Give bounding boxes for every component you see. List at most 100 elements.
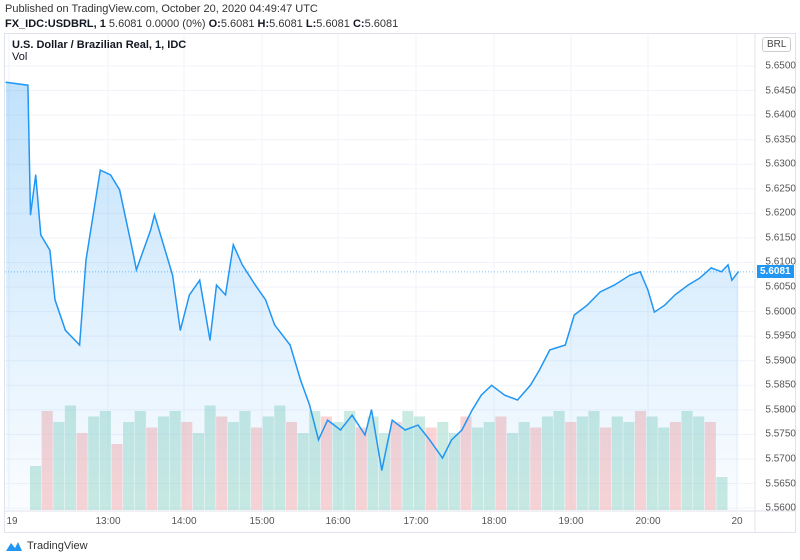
price-area-fill <box>5 82 739 510</box>
price-point <box>429 439 431 441</box>
price-point <box>78 344 81 346</box>
price-point <box>317 439 320 441</box>
price-point <box>153 214 156 216</box>
x-tick-label: 14:00 <box>171 516 197 527</box>
price-point <box>162 244 165 246</box>
y-tick-label: 5.6250 <box>765 183 796 195</box>
price-point <box>516 399 519 401</box>
quote: 5.6081 0.0000 (0%) <box>105 18 209 30</box>
y-tick-label: 5.6350 <box>765 134 796 146</box>
x-tick-label: 19 <box>6 516 18 527</box>
price-point <box>381 469 383 471</box>
price-point <box>370 409 373 411</box>
price-point <box>549 349 551 351</box>
x-tick-label: 13:00 <box>95 516 121 527</box>
price-point <box>27 84 29 86</box>
y-tick-label: 5.6150 <box>765 232 796 244</box>
price-point <box>40 234 42 236</box>
y-tick-label: 5.5900 <box>765 355 796 367</box>
price-point <box>647 289 649 291</box>
y-tick-label: 5.6450 <box>765 85 796 97</box>
price-point <box>131 249 134 251</box>
price-point <box>639 271 641 273</box>
price-point <box>5 81 7 83</box>
y-tick-label: 5.6200 <box>765 207 796 219</box>
x-tick-label: 20:00 <box>635 516 661 527</box>
price-point <box>85 259 87 261</box>
price-point <box>491 384 493 386</box>
y-tick-label: 5.5750 <box>765 428 796 440</box>
y-tick-label: 5.5600 <box>765 502 796 514</box>
price-point <box>613 284 615 286</box>
chart-frame <box>4 33 796 533</box>
price-point <box>119 189 121 191</box>
y-tick-label: 5.6400 <box>765 109 796 121</box>
price-point <box>241 264 243 266</box>
y-tick-label: 5.5700 <box>765 453 796 465</box>
y-tick-label: 5.5850 <box>765 379 796 391</box>
symbol: FX_IDC:USDBRL, 1 <box>5 18 106 30</box>
price-point <box>664 304 666 306</box>
price-point <box>441 457 444 459</box>
close-label: C: <box>352 18 365 30</box>
price-point <box>29 214 32 216</box>
price-point <box>364 434 366 436</box>
price-point <box>573 314 575 316</box>
price-point <box>232 244 234 246</box>
price-point <box>254 284 256 286</box>
y-tick-label: 5.5800 <box>765 404 796 416</box>
x-tick-label: 15:00 <box>249 516 275 527</box>
price-point <box>179 329 181 331</box>
price-point <box>674 294 676 296</box>
y-tick-label: 5.5650 <box>765 478 796 490</box>
price-point <box>417 424 419 426</box>
currency-button[interactable]: BRL <box>762 37 792 52</box>
price-point <box>99 169 101 171</box>
price-point <box>274 324 276 326</box>
legend-volume: Vol <box>12 51 28 63</box>
price-point <box>629 274 631 276</box>
price-point <box>171 274 174 276</box>
legend-title: U.S. Dollar / Brazilian Real, 1, IDC <box>12 39 187 51</box>
price-point <box>687 284 689 286</box>
price-point <box>727 264 729 266</box>
price-point <box>289 344 291 346</box>
price-point <box>351 414 353 416</box>
price-point <box>471 409 473 411</box>
price-point <box>109 174 112 176</box>
price-point <box>326 419 329 421</box>
price-point <box>339 429 342 431</box>
price-point <box>698 277 701 279</box>
price-point <box>35 174 37 176</box>
y-tick-label: 5.6500 <box>765 60 796 72</box>
price-point <box>150 229 152 231</box>
price-point <box>538 369 541 371</box>
x-tick-label: 16:00 <box>325 516 351 527</box>
price-point <box>199 279 201 281</box>
price-point <box>391 419 393 421</box>
y-tick-label: 5.6000 <box>765 306 796 318</box>
price-point <box>188 294 190 296</box>
published-info: Published on TradingView.com, October 20… <box>5 3 318 15</box>
price-point <box>529 384 531 386</box>
price-point <box>503 394 506 396</box>
symbol-quote-line: FX_IDC:USDBRL, 1 5.6081 0.0000 (0%) O:5.… <box>5 18 398 30</box>
x-tick-label: 17:00 <box>403 516 429 527</box>
close-value: 5.6081 <box>364 18 399 30</box>
y-tick-label: 5.6300 <box>765 158 796 170</box>
price-point <box>299 379 302 381</box>
y-tick-label: 5.6050 <box>765 281 796 293</box>
open-value: 5.6081 <box>220 18 255 30</box>
tradingview-logo[interactable]: TradingView <box>5 540 88 552</box>
high-value: 5.6081 <box>269 18 303 30</box>
y-tick-label: 5.5950 <box>765 330 796 342</box>
price-point <box>209 339 211 341</box>
price-point <box>215 284 218 286</box>
price-point <box>49 249 51 251</box>
price-point <box>599 291 601 293</box>
price-point <box>135 269 138 271</box>
x-tick-label: 20 <box>731 516 743 527</box>
tradingview-logo-icon <box>6 542 22 551</box>
price-point <box>720 271 723 273</box>
